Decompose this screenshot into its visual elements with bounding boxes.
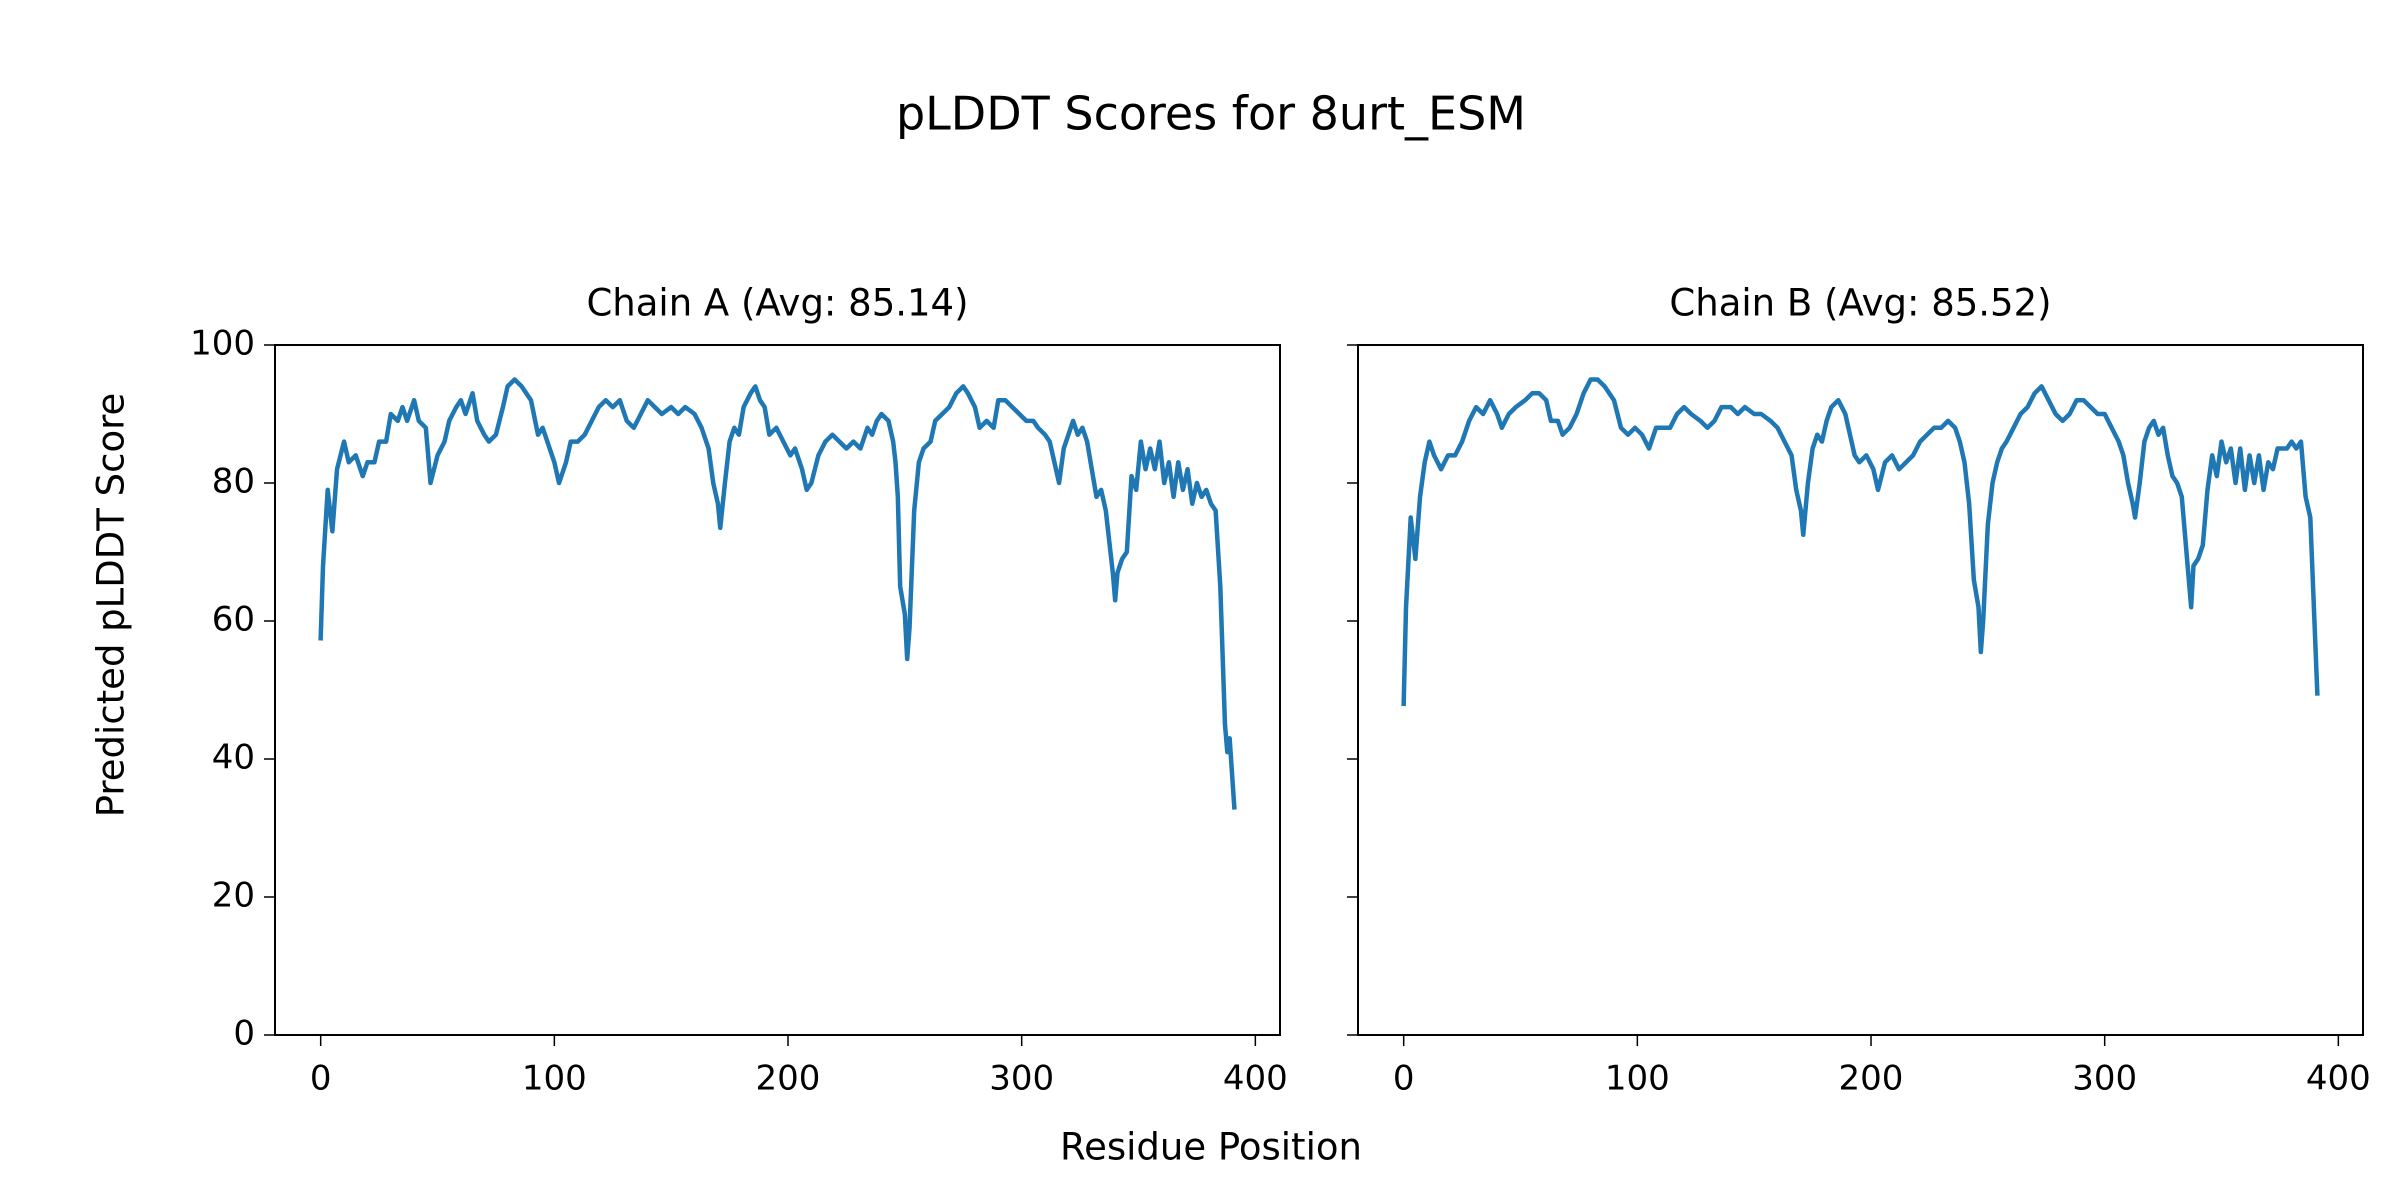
- axes-frame: [274, 344, 1281, 1036]
- y-axis-label: Predicted pLDDT Score: [90, 393, 133, 818]
- x-tick-label: 300: [989, 1059, 1054, 1099]
- y-tick-label: 80: [212, 462, 255, 502]
- x-tick-label: 400: [2306, 1059, 2371, 1099]
- y-tick-label: 0: [233, 1014, 255, 1054]
- axes-frame: [1357, 344, 2364, 1036]
- figure-title: pLDDT Scores for 8urt_ESM: [896, 87, 1526, 141]
- data-line: [318, 377, 1237, 810]
- y-tick-label: 60: [212, 600, 255, 640]
- x-tick-label: 400: [1223, 1059, 1288, 1099]
- x-tick-label: 100: [1605, 1059, 1670, 1099]
- y-tick-label: 20: [212, 876, 255, 916]
- x-tick-label: 100: [522, 1059, 587, 1099]
- x-tick-label: 0: [310, 1059, 332, 1099]
- x-axis-label: Residue Position: [1060, 1126, 1362, 1169]
- x-tick-label: 0: [1393, 1059, 1415, 1099]
- data-line: [1401, 377, 2320, 707]
- subplot-title: Chain B (Avg: 85.52): [1669, 282, 2051, 325]
- y-tick-label: 40: [212, 738, 255, 778]
- x-tick-label: 200: [1839, 1059, 1904, 1099]
- x-tick-label: 200: [756, 1059, 821, 1099]
- x-tick-label: 300: [2072, 1059, 2137, 1099]
- y-tick-label: 100: [190, 324, 255, 364]
- subplot-title: Chain A (Avg: 85.14): [586, 282, 968, 325]
